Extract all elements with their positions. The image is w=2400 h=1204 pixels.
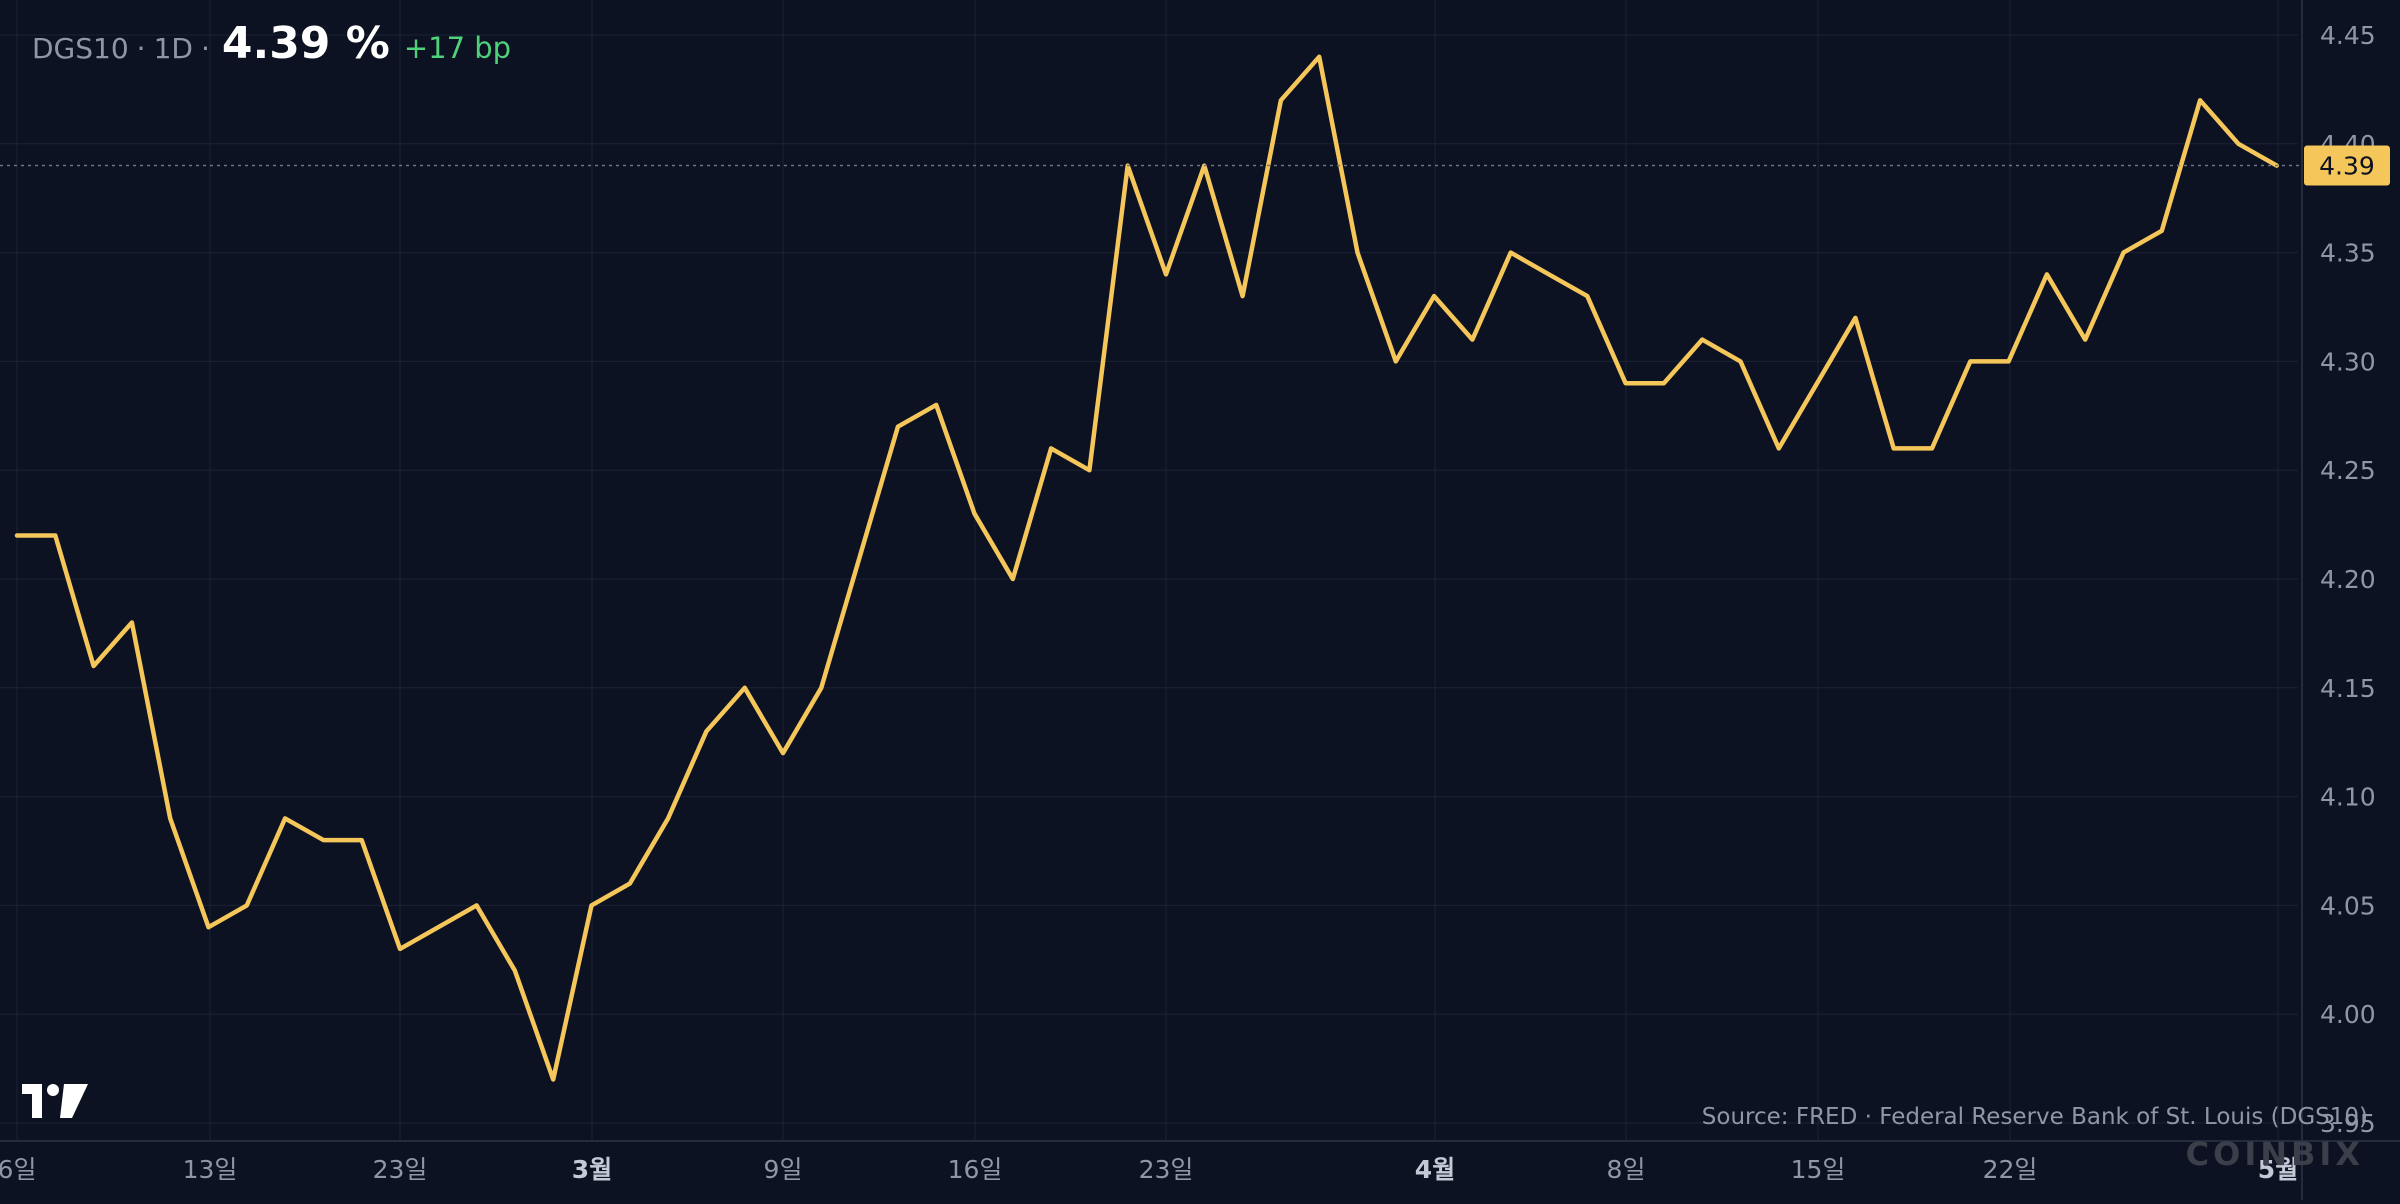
y-tick-label: 4.20 xyxy=(2320,565,2376,594)
interval-label[interactable]: 1D xyxy=(153,32,193,65)
x-tick-label: 22일 xyxy=(1983,1155,2038,1184)
last-value-badge xyxy=(2304,145,2390,186)
symbol-name[interactable]: DGS10 xyxy=(32,32,129,65)
y-tick-label: 4.35 xyxy=(2320,239,2376,268)
x-tick-label: 16일 xyxy=(948,1155,1003,1184)
x-tick-label: 9일 xyxy=(764,1155,803,1184)
watermark: COINBIX xyxy=(2185,1135,2364,1173)
x-tick-label: 6일 xyxy=(0,1155,36,1184)
x-tick-label: 23일 xyxy=(373,1155,428,1184)
symbol-header: DGS10 · 1D · 4.39 % +17 bp xyxy=(32,18,511,69)
x-tick-label: 13일 xyxy=(183,1155,238,1184)
source-attribution: Source: FRED · Federal Reserve Bank of S… xyxy=(1701,1104,2368,1130)
y-tick-label: 4.30 xyxy=(2320,347,2376,376)
x-tick-label: 23일 xyxy=(1139,1155,1194,1184)
y-tick-label: 4.15 xyxy=(2320,674,2376,703)
change-value: +17 bp xyxy=(403,31,512,65)
y-tick-label: 4.45 xyxy=(2320,21,2376,50)
x-tick-label: 4월 xyxy=(1415,1155,1455,1184)
series-line xyxy=(14,54,2279,1082)
y-tick-label: 4.25 xyxy=(2320,456,2376,485)
tradingview-logo-icon[interactable] xyxy=(20,1078,90,1122)
header-separator: · xyxy=(136,32,146,65)
y-tick-label: 4.10 xyxy=(2320,783,2376,812)
x-tick-label: 15일 xyxy=(1791,1155,1846,1184)
y-tick-label: 4.00 xyxy=(2320,1000,2376,1029)
x-tick-label: 3월 xyxy=(572,1155,612,1184)
last-value-label: 4.39 xyxy=(2319,152,2375,181)
x-tick-label: 8일 xyxy=(1607,1155,1646,1184)
x-tick-label: 5월 xyxy=(2258,1155,2298,1184)
current-value: 4.39 % xyxy=(221,18,390,69)
y-tick-label: 3.95 xyxy=(2320,1109,2376,1138)
header-separator: · xyxy=(200,32,210,65)
y-tick-label: 4.05 xyxy=(2320,891,2376,920)
